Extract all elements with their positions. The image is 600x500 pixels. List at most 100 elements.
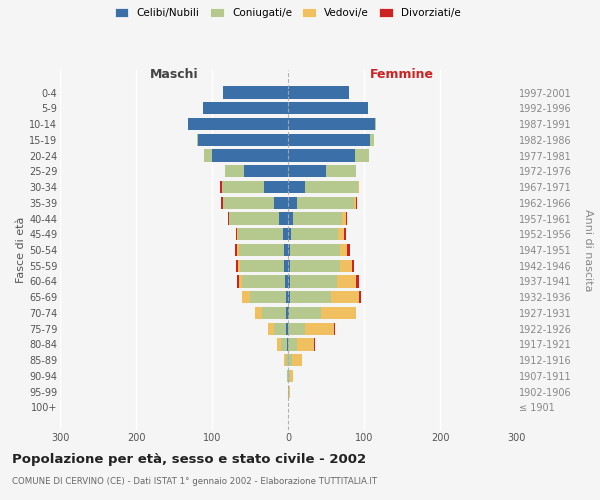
- Bar: [240, 260, 284, 272]
- Bar: [281, 338, 287, 350]
- Bar: [284, 244, 288, 256]
- Bar: [288, 338, 297, 350]
- Bar: [288, 86, 349, 99]
- Bar: [288, 244, 290, 256]
- Bar: [237, 244, 239, 256]
- Y-axis label: Fasce di età: Fasce di età: [16, 217, 26, 283]
- Bar: [199, 134, 288, 146]
- Bar: [239, 276, 242, 287]
- Bar: [220, 181, 222, 193]
- Bar: [212, 150, 288, 162]
- Bar: [288, 228, 291, 240]
- Bar: [223, 86, 288, 99]
- Bar: [290, 260, 340, 272]
- Bar: [284, 354, 286, 366]
- Bar: [331, 291, 359, 304]
- Text: Maschi: Maschi: [149, 68, 199, 82]
- Bar: [286, 291, 288, 304]
- Bar: [370, 134, 374, 146]
- Bar: [288, 134, 370, 146]
- Bar: [289, 307, 320, 319]
- Bar: [358, 181, 359, 193]
- Bar: [235, 244, 237, 256]
- Bar: [288, 212, 293, 224]
- Bar: [221, 196, 223, 209]
- Bar: [238, 260, 240, 272]
- Bar: [288, 354, 292, 366]
- Bar: [237, 276, 239, 287]
- Bar: [287, 370, 288, 382]
- Bar: [277, 338, 281, 350]
- Bar: [342, 212, 346, 224]
- Bar: [288, 322, 305, 335]
- Bar: [268, 322, 274, 335]
- Bar: [293, 212, 342, 224]
- Bar: [320, 307, 356, 319]
- Bar: [287, 338, 288, 350]
- Text: Femmine: Femmine: [370, 68, 434, 82]
- Bar: [352, 260, 354, 272]
- Bar: [359, 291, 361, 304]
- Text: Popolazione per età, sesso e stato civile - 2002: Popolazione per età, sesso e stato civil…: [12, 452, 366, 466]
- Bar: [279, 212, 288, 224]
- Bar: [236, 260, 238, 272]
- Bar: [286, 354, 288, 366]
- Bar: [290, 291, 331, 304]
- Bar: [197, 134, 199, 146]
- Bar: [340, 260, 352, 272]
- Bar: [250, 291, 286, 304]
- Bar: [305, 322, 334, 335]
- Bar: [283, 228, 288, 240]
- Bar: [203, 102, 288, 115]
- Bar: [236, 228, 237, 240]
- Bar: [290, 370, 293, 382]
- Bar: [286, 322, 288, 335]
- Bar: [244, 165, 288, 177]
- Bar: [239, 244, 284, 256]
- Bar: [288, 165, 326, 177]
- Bar: [274, 196, 288, 209]
- Bar: [347, 244, 350, 256]
- Legend: Celibi/Nubili, Coniugati/e, Vedovi/e, Divorziati/e: Celibi/Nubili, Coniugati/e, Vedovi/e, Di…: [115, 8, 461, 18]
- Bar: [286, 307, 288, 319]
- Bar: [290, 276, 337, 287]
- Bar: [297, 338, 314, 350]
- Bar: [346, 212, 347, 224]
- Bar: [292, 354, 302, 366]
- Bar: [238, 228, 283, 240]
- Bar: [288, 118, 376, 130]
- Bar: [305, 181, 358, 193]
- Bar: [338, 228, 344, 240]
- Bar: [288, 307, 289, 319]
- Bar: [205, 150, 212, 162]
- Bar: [290, 244, 340, 256]
- Bar: [291, 228, 338, 240]
- Bar: [355, 150, 368, 162]
- Bar: [288, 291, 290, 304]
- Bar: [254, 307, 262, 319]
- Bar: [288, 386, 289, 398]
- Bar: [356, 276, 359, 287]
- Bar: [223, 196, 274, 209]
- Bar: [242, 276, 285, 287]
- Bar: [188, 118, 288, 130]
- Bar: [354, 196, 356, 209]
- Bar: [222, 181, 263, 193]
- Bar: [288, 276, 290, 287]
- Bar: [288, 196, 297, 209]
- Bar: [288, 260, 290, 272]
- Bar: [337, 276, 356, 287]
- Bar: [340, 244, 347, 256]
- Bar: [288, 150, 355, 162]
- Bar: [326, 165, 356, 177]
- Bar: [237, 228, 238, 240]
- Y-axis label: Anni di nascita: Anni di nascita: [583, 209, 593, 291]
- Bar: [288, 102, 368, 115]
- Bar: [225, 165, 244, 177]
- Bar: [229, 212, 279, 224]
- Bar: [263, 181, 288, 193]
- Bar: [285, 276, 288, 287]
- Bar: [297, 196, 354, 209]
- Bar: [356, 196, 357, 209]
- Bar: [274, 322, 286, 335]
